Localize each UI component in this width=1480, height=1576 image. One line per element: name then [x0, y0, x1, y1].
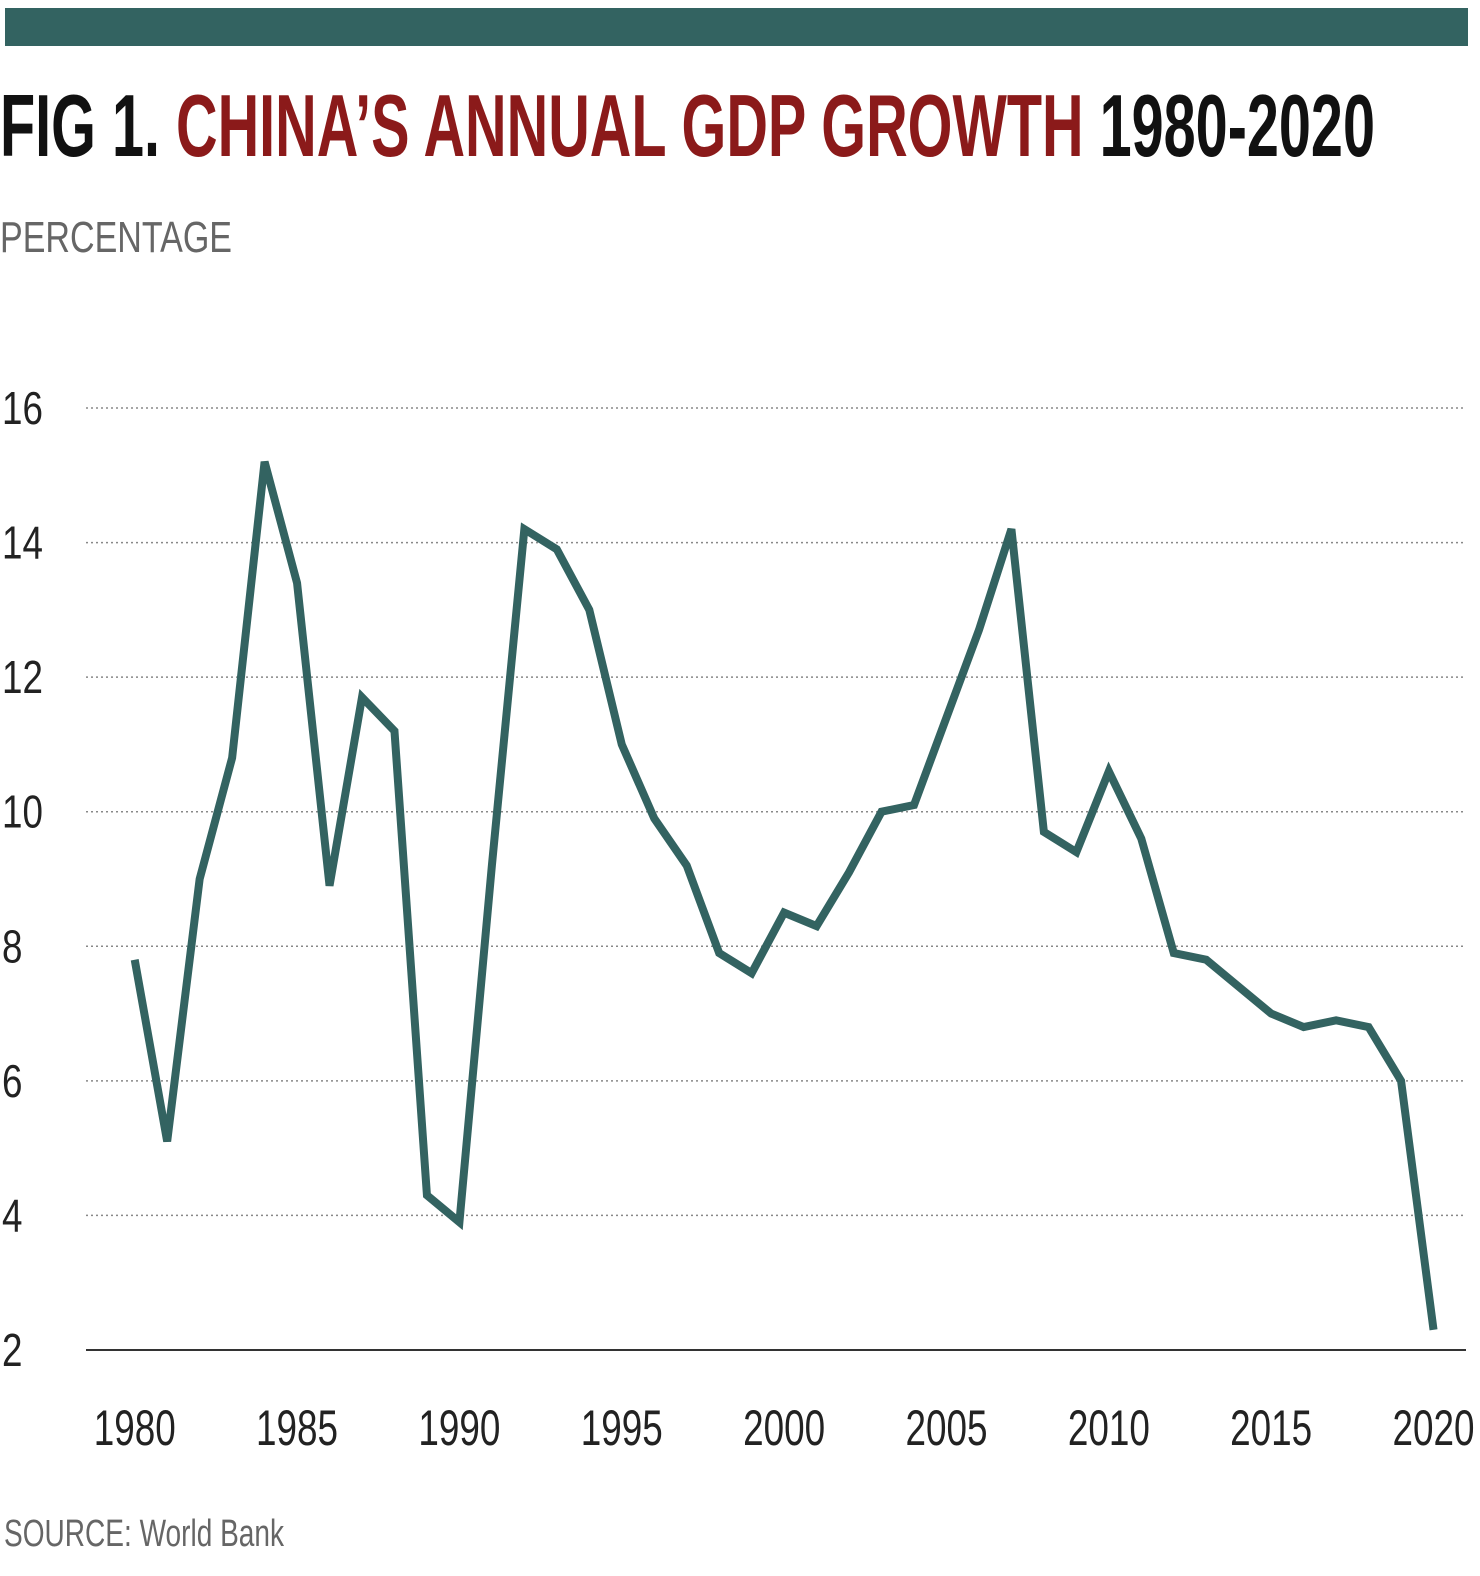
x-tick-label: 2000 — [743, 1400, 825, 1456]
x-tick-label: 2005 — [905, 1400, 987, 1456]
x-tick-label: 2020 — [1393, 1400, 1475, 1456]
x-tick-label: 1990 — [418, 1400, 500, 1456]
x-tick-label: 1985 — [256, 1400, 338, 1456]
y-axis-label: PERCENTAGE — [0, 213, 232, 262]
top-bar — [5, 8, 1468, 46]
y-tick-label: 14 — [2, 517, 43, 569]
y-tick-label: 2 — [2, 1324, 22, 1376]
title-prefix: FIG 1. — [0, 76, 160, 175]
x-tick-label: 2015 — [1230, 1400, 1312, 1456]
y-tick-label: 6 — [2, 1055, 22, 1107]
source: SOURCE: World Bank — [4, 1513, 285, 1555]
series-line — [130, 460, 1438, 1331]
y-tick-label: 4 — [2, 1189, 22, 1241]
x-tick-label: 2010 — [1068, 1400, 1150, 1456]
chart-title: FIG 1. CHINA’S ANNUAL GDP GROWTH 1980-20… — [0, 76, 1375, 175]
x-tick-label: 1995 — [581, 1400, 663, 1456]
y-tick-label: 10 — [2, 786, 43, 838]
title-main: CHINA’S ANNUAL GDP GROWTH — [176, 76, 1084, 175]
y-tick-label: 12 — [2, 651, 43, 703]
y-tick-label: 8 — [2, 920, 22, 972]
title-years: 1980-2020 — [1100, 76, 1375, 175]
y-tick-label: 16 — [2, 382, 43, 434]
x-tick-label: 1980 — [94, 1400, 176, 1456]
